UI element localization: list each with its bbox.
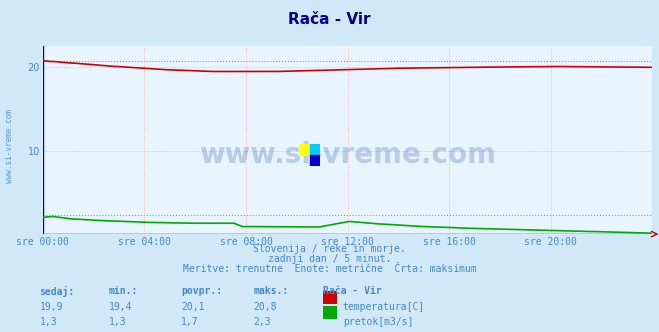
Text: www.si-vreme.com: www.si-vreme.com <box>5 109 14 183</box>
Text: 1,3: 1,3 <box>109 317 127 327</box>
Text: Rača - Vir: Rača - Vir <box>323 286 382 296</box>
Text: 19,4: 19,4 <box>109 302 132 312</box>
Text: sedaj:: sedaj: <box>40 286 74 297</box>
Text: Slovenija / reke in morje.: Slovenija / reke in morje. <box>253 244 406 254</box>
Text: 19,9: 19,9 <box>40 302 63 312</box>
Text: 2,3: 2,3 <box>254 317 272 327</box>
Bar <box>300 144 310 155</box>
Text: zadnji dan / 5 minut.: zadnji dan / 5 minut. <box>268 254 391 264</box>
Text: Rača - Vir: Rača - Vir <box>288 12 371 27</box>
Text: 1,7: 1,7 <box>181 317 199 327</box>
Text: temperatura[C]: temperatura[C] <box>343 302 425 312</box>
Bar <box>310 144 320 155</box>
Bar <box>310 155 320 166</box>
Text: maks.:: maks.: <box>254 286 289 296</box>
Text: 1,3: 1,3 <box>40 317 57 327</box>
Text: 20,8: 20,8 <box>254 302 277 312</box>
Text: 20,1: 20,1 <box>181 302 205 312</box>
Text: min.:: min.: <box>109 286 138 296</box>
Text: www.si-vreme.com: www.si-vreme.com <box>199 141 496 169</box>
Text: povpr.:: povpr.: <box>181 286 222 296</box>
Text: pretok[m3/s]: pretok[m3/s] <box>343 317 413 327</box>
Text: Meritve: trenutne  Enote: metrične  Črta: maksimum: Meritve: trenutne Enote: metrične Črta: … <box>183 264 476 274</box>
